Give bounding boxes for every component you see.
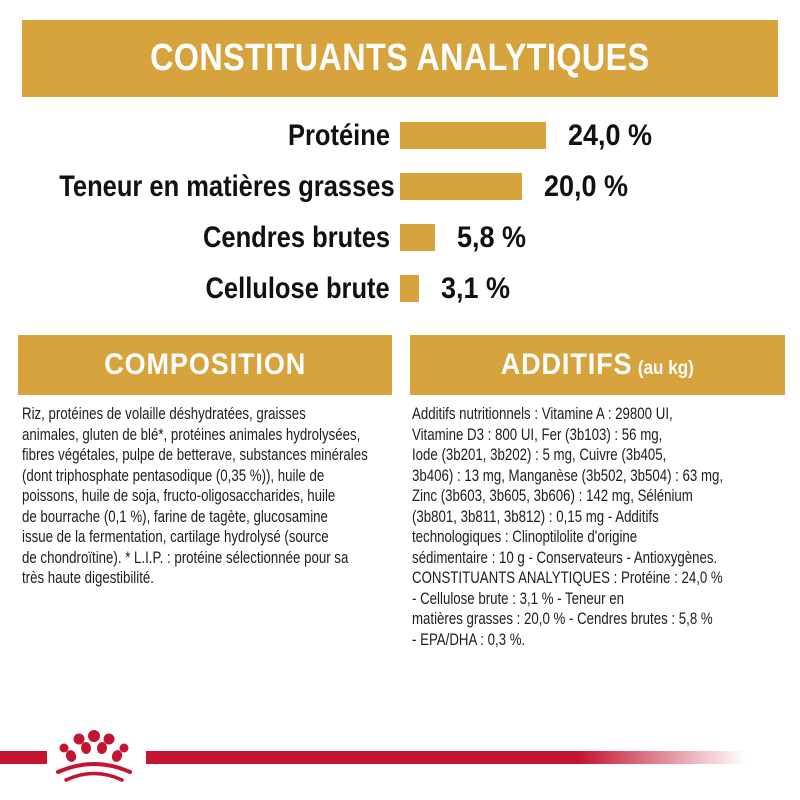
nutrient-bar bbox=[400, 224, 435, 251]
additifs-line: Iode (3b201, 3b202) : 5 mg, Cuivre (3b40… bbox=[412, 445, 667, 464]
royal-canin-crown-logo-icon bbox=[50, 729, 138, 785]
footer-stripe-right bbox=[146, 751, 746, 764]
additifs-line: Additifs nutritionnels : Vitamine A : 29… bbox=[412, 404, 673, 423]
nutrient-value: 5,8 % bbox=[457, 220, 527, 254]
footer-stripe-left bbox=[0, 751, 47, 764]
composition-line: (dont triphosphate pentasodique (0,35 %)… bbox=[22, 465, 325, 485]
additifs-line: matières grasses : 20,0 % - Cendres brut… bbox=[412, 609, 713, 628]
composition-line: très haute digestibilité. bbox=[22, 568, 154, 587]
additifs-title-main: ADDITIFS bbox=[500, 348, 633, 381]
nutrient-row: Protéine 24,0 % bbox=[0, 110, 800, 161]
additifs-banner: ADDITIFS (au kg) bbox=[410, 335, 785, 395]
additifs-title: ADDITIFS (au kg) bbox=[501, 348, 694, 382]
nutrient-value: 20,0 % bbox=[544, 169, 629, 203]
composition-line: de bourrache (0,1 %), farine de tagète, … bbox=[22, 506, 328, 526]
nutrient-row: Cendres brutes 5,8 % bbox=[0, 212, 800, 263]
composition-line: issue de la fermentation, cartilage hydr… bbox=[22, 527, 329, 546]
additifs-line: (3b801, 3b811, 3b812) : 0,15 mg - Additi… bbox=[412, 506, 659, 526]
nutrient-row: Teneur en matières grasses 20,0 % bbox=[0, 161, 800, 212]
nutrient-bar-chart: Protéine 24,0 % Teneur en matières grass… bbox=[0, 110, 800, 314]
nutrient-value: 3,1 % bbox=[441, 271, 511, 305]
nutrient-label: Cendres brutes bbox=[202, 220, 390, 254]
composition-line: fibres végétales, pulpe de betterave, su… bbox=[22, 445, 368, 464]
composition-line: de chondroïtine). * L.I.P. : protéine sé… bbox=[22, 547, 349, 567]
composition-line: animales, gluten de blé*, protéines anim… bbox=[22, 424, 361, 444]
nutrient-bar bbox=[400, 173, 522, 200]
additifs-line: sédimentaire : 10 g - Conservateurs - An… bbox=[412, 547, 718, 567]
additifs-line: Vitamine D3 : 800 UI, Fer (3b103) : 56 m… bbox=[412, 424, 663, 444]
nutrient-row: Cellulose brute 3,1 % bbox=[0, 263, 800, 314]
additifs-text: Additifs nutritionnels : Vitamine A : 29… bbox=[412, 404, 792, 650]
analytical-constituents-banner: CONSTITUANTS ANALYTIQUES bbox=[22, 20, 778, 97]
nutrient-bar bbox=[400, 275, 419, 302]
additifs-line: - EPA/DHA : 0,3 %. bbox=[412, 629, 526, 649]
additifs-line: CONSTITUANTS ANALYTIQUES : Protéine : 24… bbox=[412, 568, 723, 587]
additifs-line: 3b406) : 13 mg, Manganèse (3b502, 3b504)… bbox=[412, 465, 724, 485]
additifs-line: technologiques : Clinoptilolite d'origin… bbox=[412, 527, 638, 546]
composition-line: Riz, protéines de volaille déshydratées,… bbox=[22, 404, 306, 423]
composition-title: COMPOSITION bbox=[104, 348, 306, 381]
composition-line: poissons, huile de soja, fructo-oligosac… bbox=[22, 486, 336, 505]
nutrient-value: 24,0 % bbox=[568, 118, 653, 152]
additifs-line: - Cellulose brute : 3,1 % - Teneur en bbox=[412, 588, 625, 608]
additifs-line: Zinc (3b603, 3b605, 3b606) : 142 mg, Sél… bbox=[412, 486, 693, 505]
page-title: CONSTITUANTS ANALYTIQUES bbox=[150, 37, 650, 79]
composition-banner: COMPOSITION bbox=[18, 335, 392, 395]
nutrient-label: Teneur en matières grasses bbox=[59, 169, 395, 203]
nutrient-bar bbox=[400, 122, 546, 149]
composition-text: Riz, protéines de volaille déshydratées,… bbox=[22, 404, 394, 589]
nutrient-label: Cellulose brute bbox=[205, 271, 390, 305]
nutrient-label: Protéine bbox=[287, 118, 390, 152]
additifs-title-suffix: (au kg) bbox=[638, 358, 695, 379]
